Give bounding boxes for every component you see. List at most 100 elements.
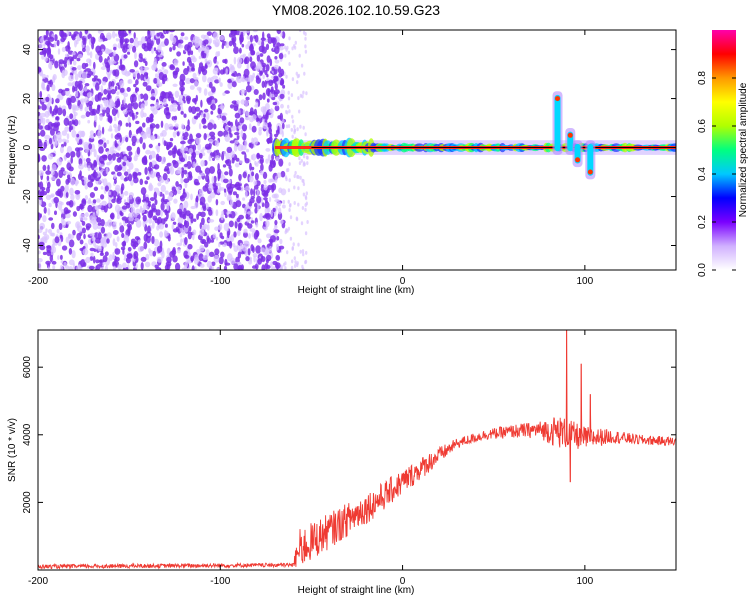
noise-dot bbox=[106, 112, 110, 118]
noise-dot bbox=[162, 98, 167, 106]
noise-dot bbox=[242, 171, 247, 179]
noise-dot bbox=[301, 94, 304, 99]
noise-dot bbox=[180, 146, 186, 154]
noise-dot bbox=[38, 132, 41, 137]
noise-dot bbox=[233, 56, 237, 65]
noise-dot bbox=[195, 133, 202, 139]
noise-dot bbox=[61, 217, 64, 225]
noise-dot bbox=[251, 137, 254, 144]
noise-dot bbox=[45, 194, 52, 201]
noise-dot bbox=[296, 80, 299, 85]
noise-dot bbox=[113, 173, 117, 179]
noise-dot bbox=[72, 60, 77, 66]
noise-dot bbox=[38, 43, 44, 49]
noise-dot bbox=[120, 175, 124, 181]
noise-dot bbox=[124, 39, 128, 48]
noise-dot bbox=[186, 124, 191, 131]
noise-dot bbox=[175, 181, 179, 187]
noise-dot bbox=[289, 215, 293, 220]
noise-dot bbox=[262, 171, 268, 179]
noise-dot bbox=[281, 122, 285, 130]
noise-dot bbox=[142, 193, 146, 202]
noise-dot bbox=[38, 250, 41, 255]
noise-dot bbox=[177, 105, 181, 111]
noise-dot bbox=[89, 192, 95, 198]
noise-dot bbox=[288, 36, 291, 41]
noise-dot bbox=[206, 149, 212, 154]
noise-dot bbox=[287, 96, 291, 101]
noise-dot bbox=[249, 56, 253, 63]
noise-dot bbox=[233, 263, 239, 270]
noise-dot bbox=[120, 103, 124, 111]
noise-dot bbox=[266, 233, 272, 239]
noise-dot bbox=[192, 72, 197, 79]
noise-dot bbox=[96, 154, 100, 163]
noise-dot bbox=[87, 33, 92, 40]
noise-dot bbox=[174, 90, 180, 99]
noise-dot bbox=[102, 255, 108, 263]
noise-dot bbox=[249, 257, 252, 262]
noise-dot bbox=[264, 80, 267, 88]
noise-dot bbox=[274, 56, 278, 60]
noise-dot bbox=[43, 43, 46, 47]
noise-dot bbox=[282, 199, 286, 205]
noise-dot bbox=[214, 139, 220, 147]
noise-dot bbox=[210, 266, 215, 270]
noise-dot bbox=[200, 112, 204, 118]
noise-dot bbox=[49, 128, 55, 136]
noise-dot bbox=[250, 50, 255, 56]
noise-dot bbox=[239, 117, 245, 124]
noise-dot bbox=[257, 203, 260, 212]
noise-dot bbox=[149, 154, 153, 161]
noise-dot bbox=[47, 164, 50, 171]
noise-dot bbox=[90, 252, 94, 257]
noise-dot bbox=[144, 61, 148, 66]
noise-dot bbox=[43, 206, 47, 214]
noise-dot bbox=[199, 245, 205, 252]
noise-dot bbox=[184, 163, 188, 168]
noise-dot bbox=[113, 69, 120, 77]
noise-dot bbox=[305, 191, 308, 196]
noise-dot bbox=[250, 61, 256, 70]
noise-dot bbox=[228, 179, 232, 184]
noise-dot bbox=[295, 71, 298, 76]
noise-dot bbox=[125, 136, 129, 143]
noise-dot bbox=[208, 219, 215, 223]
noise-dot bbox=[61, 245, 68, 251]
noise-dot bbox=[221, 210, 225, 216]
noise-dot bbox=[239, 242, 243, 248]
noise-dot bbox=[143, 58, 146, 64]
noise-dot bbox=[113, 116, 117, 122]
noise-dot bbox=[100, 66, 106, 71]
noise-dot bbox=[207, 122, 214, 130]
noise-dot bbox=[107, 74, 111, 80]
noise-dot bbox=[239, 248, 242, 253]
noise-dot bbox=[52, 265, 56, 270]
noise-dot bbox=[192, 229, 197, 236]
noise-dot bbox=[144, 180, 148, 185]
noise-dot bbox=[68, 248, 73, 255]
noise-dot bbox=[285, 228, 288, 233]
noise-dot bbox=[244, 57, 247, 62]
noise-dot bbox=[47, 44, 51, 53]
noise-dot bbox=[96, 217, 102, 223]
noise-dot bbox=[38, 198, 43, 206]
noise-dot bbox=[246, 35, 251, 40]
noise-dot bbox=[88, 197, 92, 204]
noise-dot bbox=[274, 105, 280, 112]
noise-dot bbox=[100, 85, 104, 92]
noise-dot bbox=[143, 45, 149, 52]
noise-dot bbox=[186, 65, 190, 72]
noise-dot bbox=[189, 78, 195, 84]
noise-dot bbox=[156, 190, 161, 196]
noise-dot bbox=[106, 139, 110, 145]
noise-dot bbox=[60, 254, 63, 260]
noise-dot bbox=[96, 225, 102, 230]
noise-dot bbox=[257, 121, 261, 127]
noise-dot bbox=[151, 47, 154, 54]
noise-dot bbox=[231, 73, 235, 77]
noise-dot bbox=[198, 211, 202, 217]
noise-dot bbox=[128, 122, 132, 128]
noise-dot bbox=[45, 30, 49, 37]
noise-dot bbox=[127, 71, 131, 76]
